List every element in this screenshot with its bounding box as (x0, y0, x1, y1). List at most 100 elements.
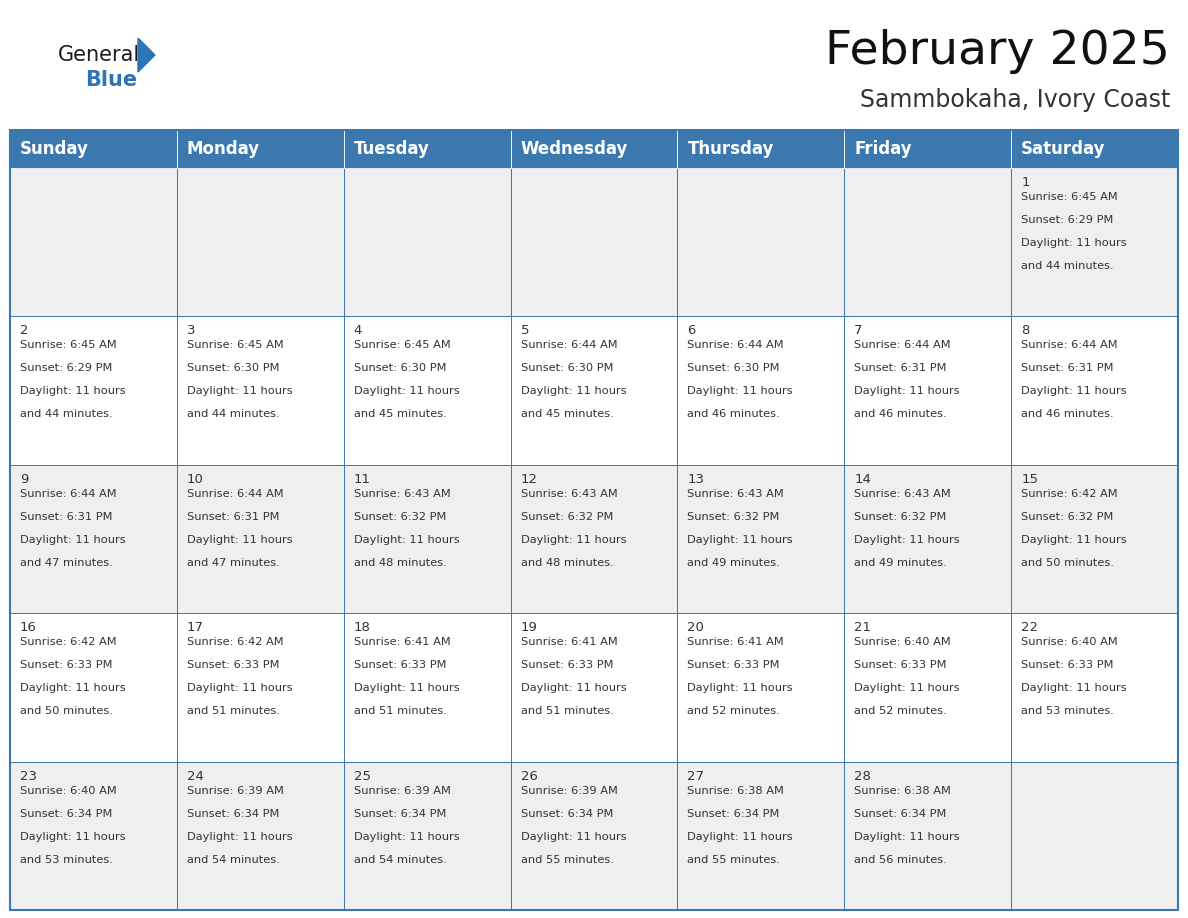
Text: and 55 minutes.: and 55 minutes. (520, 855, 613, 865)
Text: Sunset: 6:31 PM: Sunset: 6:31 PM (187, 512, 279, 521)
Bar (10, 613, 177, 762)
Text: and 49 minutes.: and 49 minutes. (688, 558, 781, 568)
Text: Daylight: 11 hours: Daylight: 11 hours (688, 832, 794, 842)
Text: Sunrise: 6:38 AM: Sunrise: 6:38 AM (854, 786, 952, 796)
Bar (677, 762, 845, 910)
Bar (10, 130, 177, 168)
Text: and 47 minutes.: and 47 minutes. (187, 558, 279, 568)
Text: Wednesday: Wednesday (520, 140, 628, 158)
Text: Sunset: 6:34 PM: Sunset: 6:34 PM (20, 809, 113, 819)
Bar (677, 168, 845, 317)
Text: and 45 minutes.: and 45 minutes. (520, 409, 613, 420)
Text: Daylight: 11 hours: Daylight: 11 hours (20, 832, 126, 842)
Text: Daylight: 11 hours: Daylight: 11 hours (520, 386, 626, 397)
Text: 9: 9 (20, 473, 29, 486)
Text: Sunset: 6:31 PM: Sunset: 6:31 PM (20, 512, 113, 521)
Text: Sunrise: 6:44 AM: Sunrise: 6:44 AM (688, 341, 784, 351)
Text: 17: 17 (187, 621, 204, 634)
Text: 16: 16 (20, 621, 37, 634)
Text: Sunrise: 6:39 AM: Sunrise: 6:39 AM (187, 786, 284, 796)
Text: Sunrise: 6:42 AM: Sunrise: 6:42 AM (187, 637, 284, 647)
Bar (1011, 762, 1178, 910)
Text: and 51 minutes.: and 51 minutes. (354, 706, 447, 716)
Text: and 47 minutes.: and 47 minutes. (20, 558, 113, 568)
Bar (511, 168, 677, 317)
Text: 4: 4 (354, 324, 362, 338)
Text: and 52 minutes.: and 52 minutes. (688, 706, 781, 716)
Bar (177, 168, 343, 317)
Text: Sunset: 6:34 PM: Sunset: 6:34 PM (187, 809, 279, 819)
Text: Daylight: 11 hours: Daylight: 11 hours (187, 683, 292, 693)
Text: Sunset: 6:32 PM: Sunset: 6:32 PM (1022, 512, 1113, 521)
Text: Blue: Blue (86, 70, 137, 90)
Bar (177, 613, 343, 762)
Text: Sunday: Sunday (20, 140, 89, 158)
Text: Sunrise: 6:41 AM: Sunrise: 6:41 AM (520, 637, 618, 647)
Text: Daylight: 11 hours: Daylight: 11 hours (688, 683, 794, 693)
Text: Sunset: 6:30 PM: Sunset: 6:30 PM (688, 364, 781, 374)
Text: Sunrise: 6:40 AM: Sunrise: 6:40 AM (1022, 637, 1118, 647)
Text: and 45 minutes.: and 45 minutes. (354, 409, 447, 420)
Text: Sunset: 6:31 PM: Sunset: 6:31 PM (1022, 364, 1113, 374)
Bar (1011, 317, 1178, 465)
Text: Daylight: 11 hours: Daylight: 11 hours (854, 683, 960, 693)
Text: Sunrise: 6:41 AM: Sunrise: 6:41 AM (354, 637, 450, 647)
Text: February 2025: February 2025 (826, 29, 1170, 74)
Bar (1011, 613, 1178, 762)
Text: 25: 25 (354, 769, 371, 783)
Text: Daylight: 11 hours: Daylight: 11 hours (20, 683, 126, 693)
Text: and 44 minutes.: and 44 minutes. (187, 409, 279, 420)
Text: Sunrise: 6:44 AM: Sunrise: 6:44 AM (854, 341, 950, 351)
Text: Sunrise: 6:45 AM: Sunrise: 6:45 AM (1022, 192, 1118, 202)
Text: Daylight: 11 hours: Daylight: 11 hours (520, 832, 626, 842)
Text: Sunrise: 6:39 AM: Sunrise: 6:39 AM (354, 786, 450, 796)
Bar (10, 130, 1178, 910)
Bar (343, 168, 511, 317)
Text: and 54 minutes.: and 54 minutes. (187, 855, 279, 865)
Text: Sunrise: 6:42 AM: Sunrise: 6:42 AM (20, 637, 116, 647)
Text: Sunset: 6:34 PM: Sunset: 6:34 PM (354, 809, 447, 819)
Text: Daylight: 11 hours: Daylight: 11 hours (20, 535, 126, 544)
Text: Sunset: 6:33 PM: Sunset: 6:33 PM (854, 660, 947, 670)
Text: and 54 minutes.: and 54 minutes. (354, 855, 447, 865)
Text: Sunset: 6:32 PM: Sunset: 6:32 PM (688, 512, 779, 521)
Text: and 52 minutes.: and 52 minutes. (854, 706, 947, 716)
Text: Sunset: 6:32 PM: Sunset: 6:32 PM (520, 512, 613, 521)
Text: and 44 minutes.: and 44 minutes. (1022, 261, 1114, 271)
Text: Daylight: 11 hours: Daylight: 11 hours (1022, 535, 1126, 544)
Text: Sunset: 6:33 PM: Sunset: 6:33 PM (688, 660, 781, 670)
Text: 27: 27 (688, 769, 704, 783)
Bar (845, 317, 1011, 465)
Text: Sunrise: 6:45 AM: Sunrise: 6:45 AM (187, 341, 284, 351)
Text: Sunrise: 6:45 AM: Sunrise: 6:45 AM (354, 341, 450, 351)
Text: Sunrise: 6:40 AM: Sunrise: 6:40 AM (20, 786, 116, 796)
Text: Daylight: 11 hours: Daylight: 11 hours (854, 832, 960, 842)
Text: and 50 minutes.: and 50 minutes. (1022, 558, 1114, 568)
Text: and 49 minutes.: and 49 minutes. (854, 558, 947, 568)
Bar (343, 762, 511, 910)
Text: Daylight: 11 hours: Daylight: 11 hours (354, 832, 460, 842)
Bar (343, 130, 511, 168)
Text: Sunrise: 6:44 AM: Sunrise: 6:44 AM (187, 488, 284, 498)
Text: Sunrise: 6:43 AM: Sunrise: 6:43 AM (854, 488, 952, 498)
Text: Sunset: 6:30 PM: Sunset: 6:30 PM (520, 364, 613, 374)
Text: Saturday: Saturday (1022, 140, 1106, 158)
Text: Sunset: 6:29 PM: Sunset: 6:29 PM (20, 364, 113, 374)
Text: and 46 minutes.: and 46 minutes. (854, 409, 947, 420)
Text: Sunset: 6:33 PM: Sunset: 6:33 PM (20, 660, 113, 670)
Bar (677, 613, 845, 762)
Text: Sunrise: 6:38 AM: Sunrise: 6:38 AM (688, 786, 784, 796)
Text: Sunrise: 6:44 AM: Sunrise: 6:44 AM (1022, 341, 1118, 351)
Text: and 51 minutes.: and 51 minutes. (520, 706, 613, 716)
Bar (845, 465, 1011, 613)
Text: 22: 22 (1022, 621, 1038, 634)
Bar (1011, 465, 1178, 613)
Text: Daylight: 11 hours: Daylight: 11 hours (354, 386, 460, 397)
Text: Sunrise: 6:45 AM: Sunrise: 6:45 AM (20, 341, 116, 351)
Text: Daylight: 11 hours: Daylight: 11 hours (187, 832, 292, 842)
Text: 1: 1 (1022, 176, 1030, 189)
Text: Daylight: 11 hours: Daylight: 11 hours (354, 535, 460, 544)
Text: Daylight: 11 hours: Daylight: 11 hours (187, 535, 292, 544)
Text: Sunset: 6:34 PM: Sunset: 6:34 PM (854, 809, 947, 819)
Bar (177, 762, 343, 910)
